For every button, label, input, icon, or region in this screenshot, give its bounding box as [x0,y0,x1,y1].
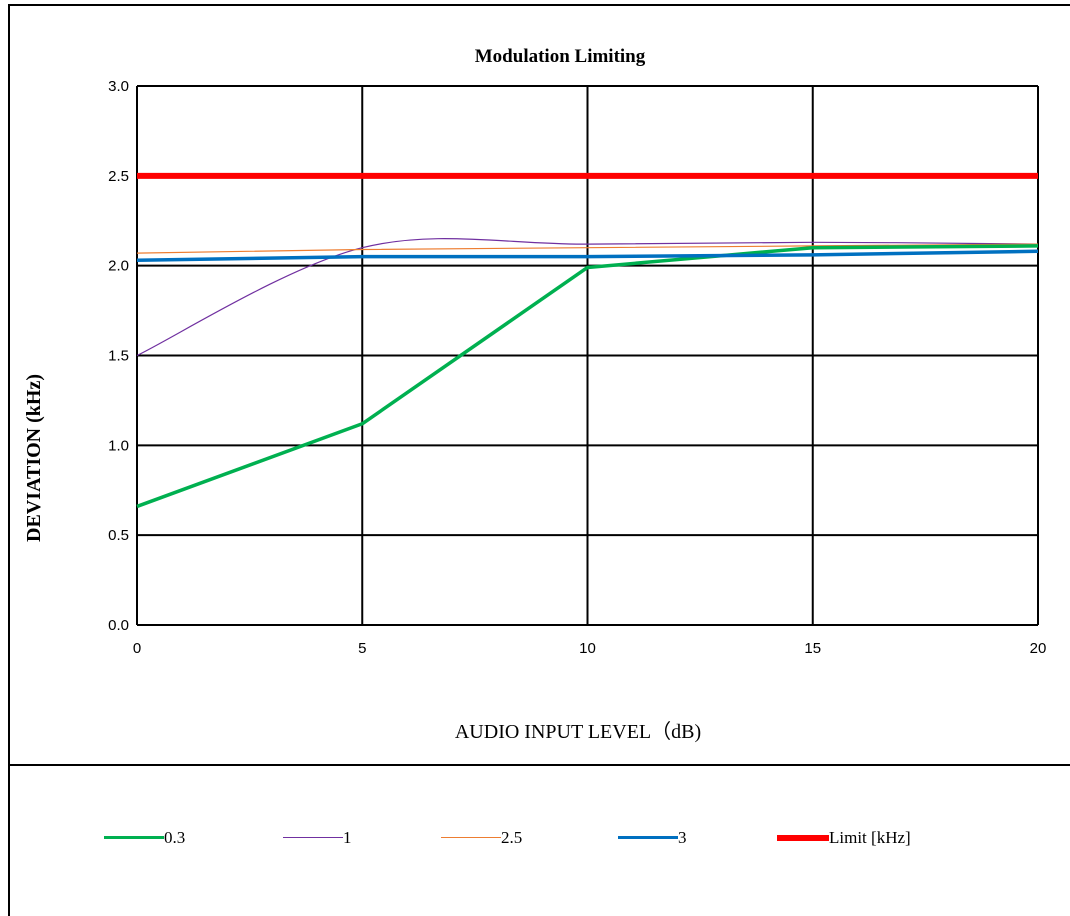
legend-divider [8,764,1070,766]
series-line-1 [136,244,1039,509]
y-tick-label: 0.5 [108,527,129,544]
legend-label: 2.5 [501,828,523,847]
series-line-3 [136,243,1039,254]
y-tick-label: 3.0 [108,78,129,95]
x-axis-label: AUDIO INPUT LEVEL（dB) [455,720,701,743]
legend-swatch [777,835,829,841]
y-tick-label: 2.0 [108,258,129,275]
y-tick-label: 1.0 [108,437,129,454]
x-tick-label: 15 [804,640,821,657]
grid-layer [136,85,1039,626]
x-tick-label: 20 [1030,640,1047,657]
x-tick-label: 0 [133,640,141,657]
legend-swatch [104,836,164,840]
chart-title: Modulation Limiting [475,46,646,67]
series-line-2 [136,238,1039,357]
y-axis-label: DEVIATION (kHz) [23,374,45,542]
chart-frame [8,4,1070,916]
legend-label: 3 [678,828,687,847]
series-line-4 [136,249,1039,263]
legend-label: 1 [343,828,352,847]
legend-label: Limit [kHz] [829,828,911,847]
x-tick-label: 5 [358,640,366,657]
y-tick-label: 1.5 [108,348,129,365]
x-tick-label: 10 [579,640,596,657]
y-tick-label: 0.0 [108,617,129,634]
series-layer [136,172,1039,509]
y-tick-label: 2.5 [108,168,129,185]
tick-layer: 0.0 0.5 1.0 1.5 2.0 2.5 3.0 0 5 10 15 20 [108,78,1046,657]
legend-label: 0.3 [164,828,186,847]
legend-swatch [283,837,343,839]
legend-swatch [441,837,501,839]
legend-swatch [618,836,678,840]
